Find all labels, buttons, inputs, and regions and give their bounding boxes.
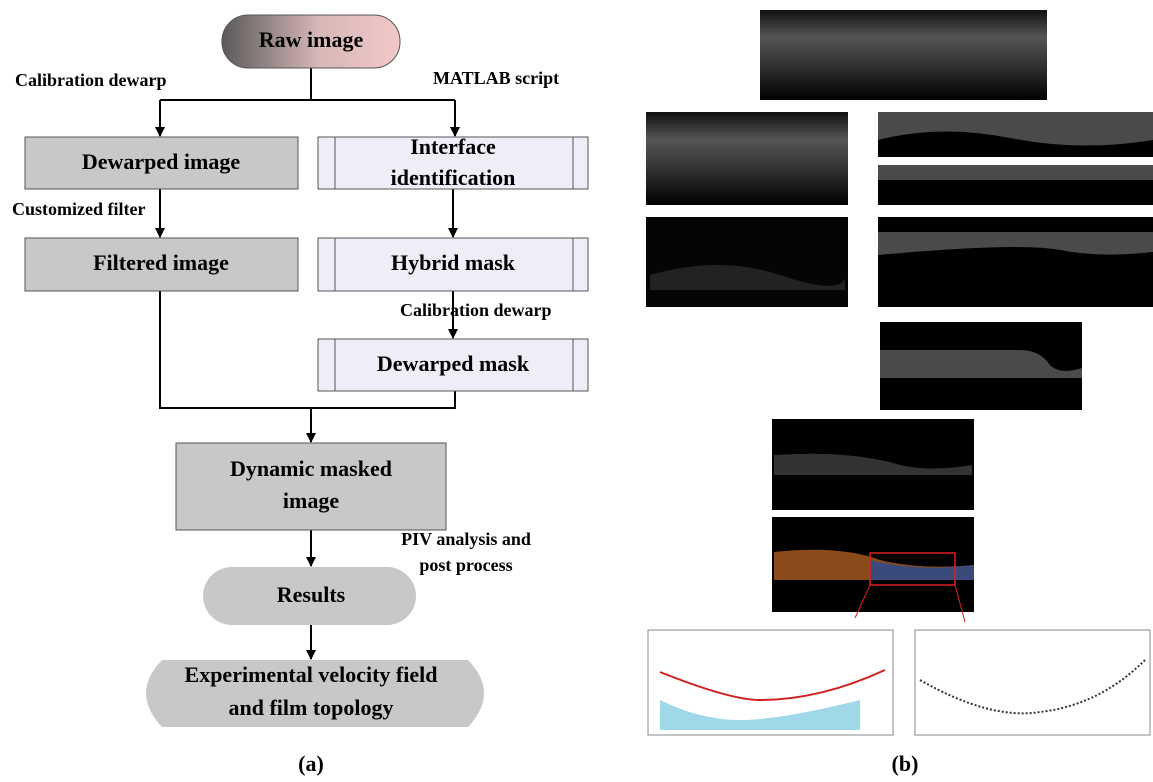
node-label: Dewarped image (82, 149, 240, 174)
image-panel (646, 10, 1153, 735)
edge-label: post process (419, 555, 512, 575)
image (646, 217, 848, 307)
node-label: image (283, 488, 339, 513)
node-label: Interface (410, 134, 496, 159)
node-label: Results (277, 582, 346, 607)
edge-label: Calibration dewarp (400, 300, 552, 320)
figure: Raw image Dewarped image Interface ident… (0, 0, 1153, 782)
node-label: Dynamic masked (230, 456, 392, 481)
plot-image (915, 630, 1150, 735)
edge-label: Customized filter (12, 199, 145, 219)
image (646, 112, 848, 205)
panel-label: (b) (892, 751, 919, 776)
node-label: Hybrid mask (391, 250, 516, 275)
image (760, 10, 1047, 100)
node-label: Dewarped mask (377, 351, 530, 376)
edge-label: Calibration dewarp (15, 70, 167, 90)
node-label: Filtered image (93, 250, 229, 275)
node-label: Raw image (259, 27, 364, 52)
panel-label: (a) (298, 751, 324, 776)
edge-label: MATLAB script (433, 68, 559, 88)
edge-label: PIV analysis and (401, 529, 531, 549)
node-label: identification (391, 165, 516, 190)
image-shape (878, 165, 1153, 180)
image (878, 217, 1153, 307)
node-label: and film topology (228, 695, 393, 720)
node-label: Experimental velocity field (185, 662, 438, 687)
